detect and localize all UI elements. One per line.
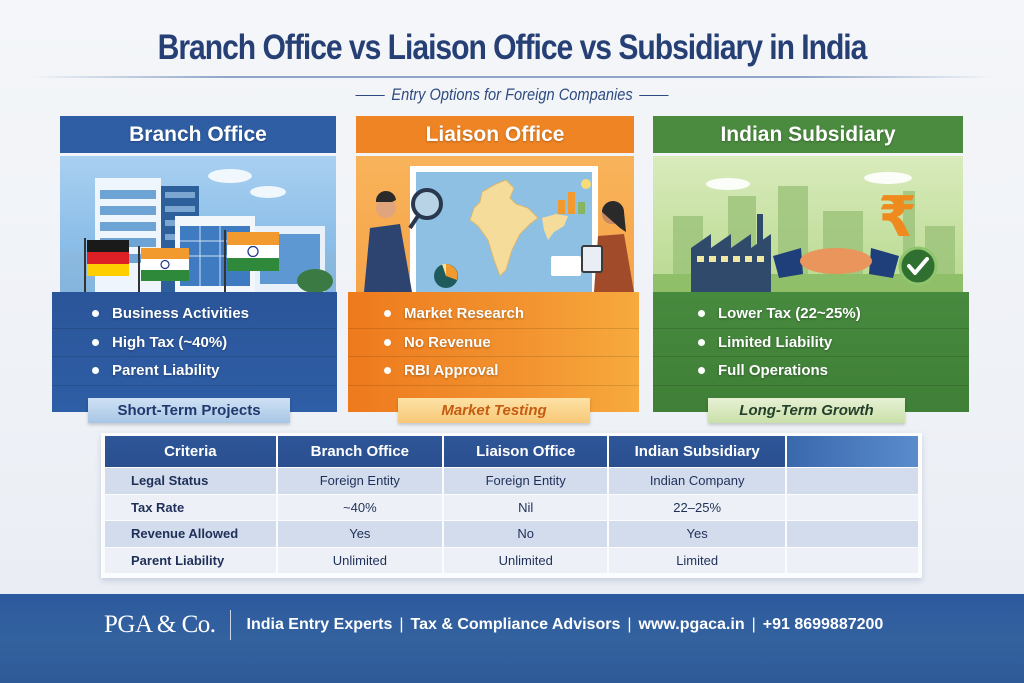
column-header-criteria: Criteria bbox=[105, 436, 276, 467]
table-cell: Unlimited bbox=[444, 547, 608, 573]
liaison-office-tag: Market Testing bbox=[398, 398, 590, 423]
indian-subsidiary-features: Lower Tax (22~25%) Limited Liability Ful… bbox=[653, 292, 969, 412]
liaison-office-illustration bbox=[356, 156, 634, 292]
subtitle-dash-left bbox=[355, 95, 385, 97]
table-cell bbox=[786, 494, 918, 520]
table-cell bbox=[786, 547, 918, 573]
svg-text:₹: ₹ bbox=[878, 185, 917, 250]
bullet-icon bbox=[92, 310, 99, 318]
liaison-office-features: Market Research No Revenue RBI Approval bbox=[348, 292, 639, 412]
table-cell: Indian Company bbox=[609, 468, 785, 494]
footer-item-services: Tax & Compliance Advisors bbox=[410, 616, 621, 633]
footer-tagline: India Entry Experts | Tax & Compliance A… bbox=[247, 616, 884, 634]
bullet-icon bbox=[92, 367, 99, 375]
page-subtitle: Entry Options for Foreign Companies bbox=[72, 85, 953, 105]
table-row: Parent Liability Unlimited Unlimited Lim… bbox=[105, 547, 918, 573]
table-cell: Yes bbox=[277, 521, 443, 547]
criteria-cell: Legal Status bbox=[105, 468, 276, 494]
table-cell: Foreign Entity bbox=[277, 468, 443, 494]
indian-subsidiary-header: Indian Subsidiary bbox=[653, 116, 963, 153]
footer-content: PGA & Co. India Entry Experts | Tax & Co… bbox=[104, 610, 883, 640]
table-cell: No bbox=[444, 521, 608, 547]
subtitle-dash-right bbox=[639, 95, 669, 97]
table-cell bbox=[786, 468, 918, 494]
column-header-indian-subsidiary: Indian Subsidiary bbox=[609, 436, 785, 467]
column-header-empty bbox=[786, 436, 918, 467]
feature-item: Business Activities bbox=[52, 300, 337, 329]
bullet-icon bbox=[92, 338, 99, 346]
bullet-icon bbox=[384, 310, 391, 318]
footer-separator: | bbox=[399, 616, 404, 633]
bullet-icon bbox=[384, 367, 391, 375]
office-buildings-icon bbox=[60, 169, 336, 292]
brand-logo: PGA & Co. bbox=[104, 611, 216, 638]
factory-handshake-icon: ₹ bbox=[653, 172, 963, 292]
feature-item: RBI Approval bbox=[348, 357, 639, 386]
subtitle-text: Entry Options for Foreign Companies bbox=[391, 85, 633, 104]
table-row: Legal Status Foreign Entity Foreign Enti… bbox=[105, 468, 918, 494]
bullet-icon bbox=[698, 310, 705, 318]
footer-separator: | bbox=[627, 616, 632, 633]
criteria-cell: Revenue Allowed bbox=[105, 521, 276, 547]
branch-office-features: Business Activities High Tax (~40%) Pare… bbox=[52, 292, 337, 412]
feature-item: High Tax (~40%) bbox=[52, 329, 337, 357]
criteria-cell: Tax Rate bbox=[105, 494, 276, 520]
feature-item: Lower Tax (22~25%) bbox=[653, 300, 969, 329]
criteria-cell: Parent Liability bbox=[105, 547, 276, 573]
table-cell: Limited bbox=[609, 547, 785, 573]
feature-item: Full Operations bbox=[653, 357, 969, 386]
branch-office-tag: Short-Term Projects bbox=[88, 398, 290, 423]
bullet-icon bbox=[698, 367, 705, 375]
footer-bar: PGA & Co. India Entry Experts | Tax & Co… bbox=[0, 594, 1024, 683]
comparison-table: Criteria Branch Office Liaison Office In… bbox=[101, 433, 922, 578]
footer-item-expertise: India Entry Experts bbox=[246, 616, 393, 633]
table-header-row: Criteria Branch Office Liaison Office In… bbox=[105, 436, 918, 467]
table-cell: Foreign Entity bbox=[444, 468, 608, 494]
table-cell bbox=[786, 521, 918, 547]
feature-item: Parent Liability bbox=[52, 357, 337, 386]
branch-office-illustration bbox=[60, 156, 336, 292]
bullet-icon bbox=[384, 338, 391, 346]
footer-separator: | bbox=[751, 616, 756, 633]
table-cell: Nil bbox=[444, 494, 608, 520]
table-cell: Yes bbox=[609, 521, 785, 547]
indian-subsidiary-tag: Long-Term Growth bbox=[708, 398, 905, 423]
map-research-icon bbox=[364, 166, 634, 292]
feature-item: Market Research bbox=[348, 300, 639, 329]
feature-item: No Revenue bbox=[348, 329, 639, 357]
table-row: Tax Rate ~40% Nil 22–25% bbox=[105, 494, 918, 520]
feature-item: Limited Liability bbox=[653, 329, 969, 357]
indian-subsidiary-illustration: ₹ bbox=[653, 156, 963, 292]
table-cell: Unlimited bbox=[277, 547, 443, 573]
table-row: Revenue Allowed Yes No Yes bbox=[105, 521, 918, 547]
footer-website-link[interactable]: www.pgaca.in bbox=[638, 616, 745, 633]
liaison-office-header: Liaison Office bbox=[356, 116, 634, 153]
table-cell: ~40% bbox=[277, 494, 443, 520]
bullet-icon bbox=[698, 338, 705, 346]
footer-phone-link[interactable]: +91 8699887200 bbox=[762, 616, 884, 633]
column-header-branch-office: Branch Office bbox=[277, 436, 443, 467]
table-cell: 22–25% bbox=[609, 494, 785, 520]
page-title: Branch Office vs Liaison Office vs Subsi… bbox=[157, 28, 868, 67]
branch-office-header: Branch Office bbox=[60, 116, 336, 153]
footer-divider bbox=[229, 610, 231, 640]
column-header-liaison-office: Liaison Office bbox=[444, 436, 608, 467]
title-divider bbox=[30, 76, 994, 78]
